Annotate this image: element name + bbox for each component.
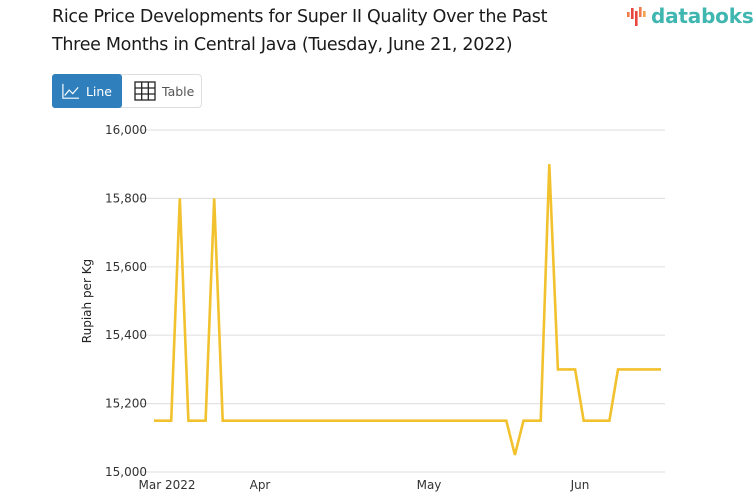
svg-text:May: May xyxy=(417,478,442,492)
svg-text:15,800: 15,800 xyxy=(105,191,147,205)
svg-text:15,400: 15,400 xyxy=(105,328,147,342)
line-view-label: Line xyxy=(85,83,112,99)
line-view-button[interactable]: Line xyxy=(52,74,122,108)
svg-text:Apr: Apr xyxy=(250,478,271,492)
line-chart-icon xyxy=(62,83,80,99)
x-axis-ticks: Mar 2022 Apr May Jun xyxy=(139,478,590,492)
y-axis-ticks: 15,000 15,200 15,400 15,600 15,800 16,000 xyxy=(105,123,147,479)
gridlines xyxy=(137,129,665,473)
svg-text:15,000: 15,000 xyxy=(105,465,147,479)
logo-bars-icon xyxy=(627,7,646,26)
databoks-logo: databoks xyxy=(626,4,753,28)
svg-text:16,000: 16,000 xyxy=(105,123,147,137)
svg-text:15,600: 15,600 xyxy=(105,260,147,274)
chart-title: Rice Price Developments for Super II Qua… xyxy=(52,7,548,55)
table-view-label: Table xyxy=(162,83,195,99)
table-grid-icon xyxy=(134,81,156,101)
svg-text:Mar 2022: Mar 2022 xyxy=(139,478,196,492)
view-toggle: Line Table xyxy=(52,74,202,108)
table-view-button[interactable]: Table xyxy=(122,75,204,107)
logo-text: databoks xyxy=(651,4,753,28)
price-line xyxy=(154,164,661,456)
svg-text:Jun: Jun xyxy=(570,478,590,492)
svg-text:15,200: 15,200 xyxy=(105,397,147,411)
y-axis-label: Rupiah per Kg xyxy=(80,259,94,343)
